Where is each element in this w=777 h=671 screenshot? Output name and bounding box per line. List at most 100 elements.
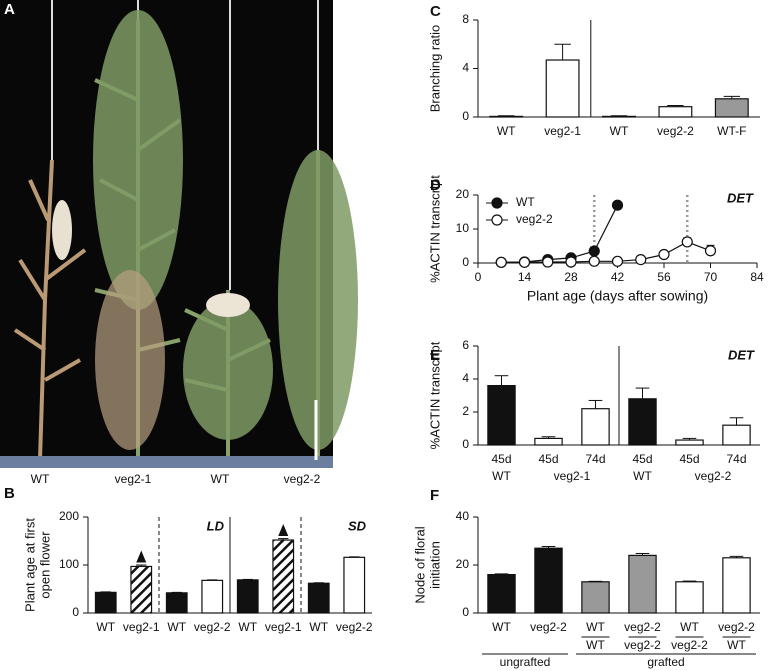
bar <box>628 554 657 614</box>
y-tick-label: 10 <box>456 221 470 235</box>
bar <box>130 565 153 614</box>
bar <box>675 581 704 614</box>
y-axis-label: %ACTIN transcript <box>427 175 442 283</box>
y-tick-label: 4 <box>462 61 469 75</box>
x-tick-label: veg2-1 <box>123 620 160 634</box>
marker <box>611 199 624 211</box>
bar <box>722 557 751 614</box>
y-tick-label: 0 <box>72 605 79 619</box>
bar <box>628 398 657 446</box>
photo-label: WT <box>211 472 230 486</box>
x-tick-label: veg2-2 <box>718 620 755 634</box>
arrow <box>278 524 289 537</box>
group-label: WT <box>633 469 652 483</box>
x-tick-label-stock: WT <box>727 638 746 652</box>
x-tick-label: 0 <box>475 270 482 284</box>
marker <box>495 256 507 268</box>
y-tick-label: 0 <box>462 255 469 269</box>
x-axis-label: Plant age (days after sowing) <box>527 288 708 304</box>
y-tick-label: 0 <box>462 605 469 619</box>
bar <box>94 591 117 614</box>
x-tick-label: WT <box>610 124 629 138</box>
legend-label: WT <box>516 195 535 209</box>
group-label: veg2-2 <box>695 469 732 483</box>
photo-label: WT <box>31 472 50 486</box>
marker <box>565 256 577 268</box>
bar <box>602 115 636 118</box>
panel-label: A <box>4 1 15 18</box>
bar <box>534 437 563 446</box>
bar <box>201 579 224 614</box>
x-tick-label: WT <box>586 620 605 634</box>
y-tick-label: 0 <box>462 109 469 123</box>
bar <box>343 556 366 614</box>
x-tick-label: veg2-2 <box>336 620 373 634</box>
marker <box>635 254 647 266</box>
x-tick-label: 28 <box>564 270 578 284</box>
y-tick-label: 8 <box>462 12 469 26</box>
x-tick-label: 45d <box>632 452 652 466</box>
panel-label: F <box>430 487 439 504</box>
marker <box>542 256 554 268</box>
panel-label: C <box>430 3 441 20</box>
bar <box>581 408 610 446</box>
y-axis-label: open flower <box>37 531 52 599</box>
x-tick-label: veg2-1 <box>265 620 302 634</box>
bar <box>714 98 749 118</box>
x-tick-label: WT <box>680 620 699 634</box>
x-tick-label: 74d <box>726 452 746 466</box>
y-axis-label: initiation <box>427 541 442 589</box>
x-tick-label: 45d <box>538 452 558 466</box>
bar <box>487 573 516 614</box>
bar <box>581 581 610 614</box>
x-tick-label: WT <box>167 620 186 634</box>
x-tick-label: 84 <box>750 270 764 284</box>
legend-marker <box>491 214 503 226</box>
x-tick-label-stock: veg2-2 <box>624 638 661 652</box>
marker <box>681 236 693 248</box>
x-tick-label: veg2-1 <box>544 124 581 138</box>
bar <box>545 59 580 118</box>
x-tick-label: veg2-2 <box>657 124 694 138</box>
x-tick-label: WT <box>238 620 257 634</box>
marker <box>518 256 531 268</box>
y-axis-label: %ACTIN transcript <box>427 341 442 449</box>
bar <box>165 592 188 614</box>
bar <box>675 439 704 446</box>
y-tick-label: 40 <box>456 509 470 523</box>
x-tick-label: 42 <box>611 270 625 284</box>
y-tick-label: 2 <box>462 404 469 418</box>
group-label: WT <box>492 469 511 483</box>
annotation: LD <box>207 518 225 533</box>
marker <box>704 245 717 257</box>
group-label: veg2-1 <box>554 469 591 483</box>
bar <box>487 385 516 446</box>
arrow <box>136 550 147 563</box>
x-tick-label: veg2-2 <box>624 620 661 634</box>
legend-label: veg2-2 <box>516 212 553 226</box>
marker <box>658 248 670 261</box>
x-tick-label: WT <box>497 124 516 138</box>
y-tick-label: 20 <box>456 187 470 201</box>
x-tick-label: WT <box>492 620 511 634</box>
x-tick-label: 74d <box>585 452 605 466</box>
x-tick-label: 14 <box>518 270 532 284</box>
x-tick-label: 45d <box>491 452 511 466</box>
bar <box>489 115 524 118</box>
y-tick-label: 0 <box>462 437 469 451</box>
x-tick-label: 56 <box>657 270 671 284</box>
x-tick-label: veg2-2 <box>194 620 231 634</box>
photo <box>0 0 358 468</box>
y-tick-label: 200 <box>59 509 79 523</box>
bar <box>534 547 563 614</box>
y-tick-label: 6 <box>462 338 469 352</box>
x-tick-label: 70 <box>704 270 718 284</box>
annotation: DET <box>727 190 754 205</box>
x-tick-label: 45d <box>679 452 699 466</box>
bar <box>307 582 330 614</box>
y-tick-label: 100 <box>59 557 79 571</box>
x-tick-label: WT-F <box>717 124 746 138</box>
y-axis-label: Plant age at first <box>22 518 37 612</box>
bar <box>722 424 751 446</box>
